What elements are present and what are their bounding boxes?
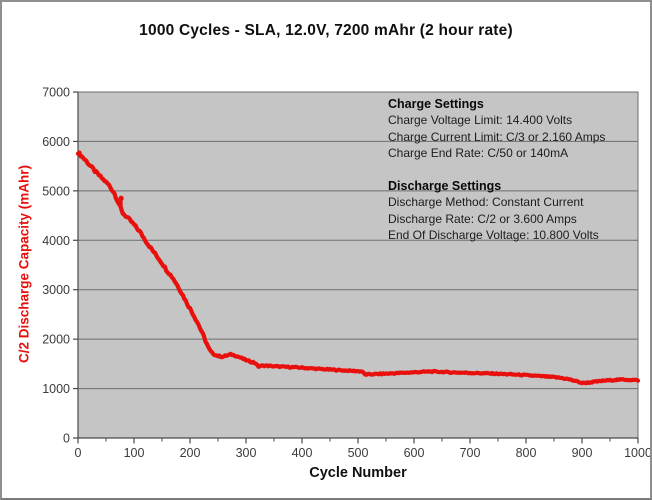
chart-title: 1000 Cycles - SLA, 12.0V, 7200 mAhr (2 h… xyxy=(139,22,513,39)
y-tick-label: 3000 xyxy=(42,283,70,297)
charge-settings-annotation: Charge Settings Charge Voltage Limit: 14… xyxy=(388,96,605,162)
annotation-line: End Of Discharge Voltage: 10.800 Volts xyxy=(388,228,599,243)
x-tick-label: 1000 xyxy=(624,446,652,460)
x-tick-label: 800 xyxy=(516,446,537,460)
x-tick-label: 300 xyxy=(236,446,257,460)
x-tick-label: 700 xyxy=(460,446,481,460)
annotation-line: Discharge Method: Constant Current xyxy=(388,195,584,210)
x-tick-label: 200 xyxy=(180,446,201,460)
y-tick-label: 2000 xyxy=(42,333,70,347)
y-tick-label: 7000 xyxy=(42,86,70,100)
outlier-point xyxy=(118,195,124,201)
charge-settings-lines: Charge Voltage Limit: 14.400 Volts Charge… xyxy=(388,112,605,161)
y-tick-label: 5000 xyxy=(42,184,70,198)
x-tick-label: 0 xyxy=(75,446,82,460)
x-tick-label: 100 xyxy=(124,446,145,460)
y-tick-label: 4000 xyxy=(42,234,70,248)
x-tick-label: 400 xyxy=(292,446,313,460)
plot-background xyxy=(77,91,639,439)
data-series-line xyxy=(75,150,641,386)
charge-settings-header: Charge Settings xyxy=(388,97,484,111)
discharge-settings-lines: Discharge Method: Constant Current Discha… xyxy=(388,194,599,243)
x-axis-title: Cycle Number xyxy=(309,465,407,481)
y-tick-label: 0 xyxy=(63,432,70,446)
annotation-line: Charge Voltage Limit: 14.400 Volts xyxy=(388,113,573,128)
annotation-line: Charge Current Limit: C/3 or 2.160 Amps xyxy=(388,129,606,144)
x-tick-label: 900 xyxy=(572,446,593,460)
discharge-settings-header: Discharge Settings xyxy=(388,179,502,193)
discharge-settings-annotation: Discharge Settings Discharge Method: Con… xyxy=(388,178,599,244)
annotation-line: Discharge Rate: C/2 or 3.600 Amps xyxy=(388,211,577,226)
x-tick-label: 500 xyxy=(348,446,369,460)
annotation-line: Charge End Rate: C/50 or 140mA xyxy=(388,146,569,161)
y-axis-title: C/2 Discharge Capacity (mAhr) xyxy=(16,164,32,364)
y-tick-label: 6000 xyxy=(42,135,70,149)
y-tick-label: 1000 xyxy=(42,382,70,396)
x-tick-label: 600 xyxy=(404,446,425,460)
